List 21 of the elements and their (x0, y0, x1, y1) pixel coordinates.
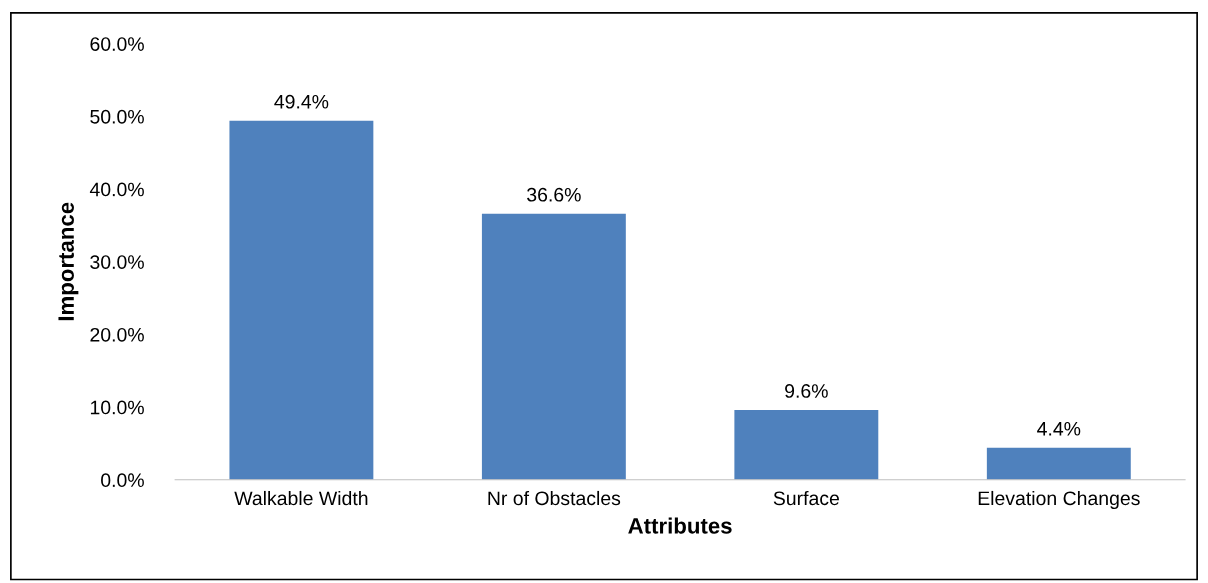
x-tick-label: Nr of Obstacles (488, 490, 621, 506)
y-tick-label: 60.0% (90, 37, 144, 51)
y-axis-title: Importance (58, 202, 79, 321)
y-tick-label: 20.0% (90, 327, 144, 342)
bar (229, 120, 374, 480)
data-label: 36.6% (527, 187, 581, 202)
bar (481, 213, 626, 480)
x-axis-title: Attributes (628, 517, 732, 534)
y-tick-label: 30.0% (90, 255, 144, 269)
x-tick-label: Surface (773, 490, 839, 506)
y-tick-label: 40.0% (89, 182, 144, 197)
x-tick-label: Walkable Width (234, 490, 368, 506)
x-tick-label: Elevation Changes (978, 490, 1140, 510)
data-label: 49.4% (274, 94, 329, 109)
data-label: 4.4% (1037, 421, 1081, 436)
bar (986, 447, 1131, 480)
y-tick-label: 50.0% (90, 109, 144, 124)
y-tick-label: 0.0% (101, 473, 144, 488)
data-label: 9.6% (785, 384, 828, 398)
y-tick-label: 10.0% (90, 400, 144, 415)
bar (734, 410, 879, 480)
